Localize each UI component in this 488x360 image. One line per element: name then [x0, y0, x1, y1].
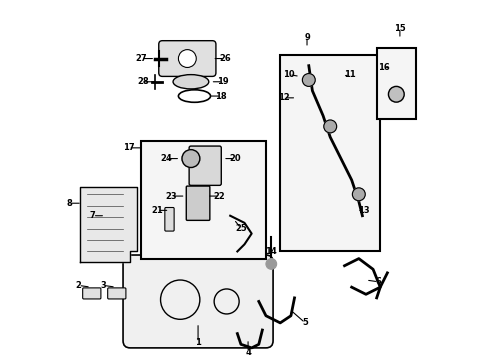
- Text: 6: 6: [375, 277, 381, 286]
- Text: 19: 19: [217, 77, 228, 86]
- Circle shape: [302, 73, 315, 86]
- FancyBboxPatch shape: [376, 48, 415, 119]
- Text: 7: 7: [90, 211, 95, 220]
- Text: 13: 13: [358, 206, 369, 215]
- Polygon shape: [80, 187, 137, 262]
- Text: 20: 20: [229, 154, 241, 163]
- FancyBboxPatch shape: [107, 288, 125, 299]
- Text: 15: 15: [393, 24, 405, 33]
- Text: 1: 1: [195, 338, 201, 347]
- Text: 22: 22: [213, 192, 225, 201]
- FancyBboxPatch shape: [123, 255, 272, 348]
- Text: 5: 5: [302, 318, 307, 327]
- Circle shape: [182, 150, 200, 167]
- Circle shape: [323, 120, 336, 133]
- FancyBboxPatch shape: [189, 146, 221, 185]
- FancyBboxPatch shape: [186, 186, 209, 220]
- Circle shape: [387, 86, 404, 102]
- Text: 16: 16: [377, 63, 389, 72]
- FancyBboxPatch shape: [82, 288, 101, 299]
- FancyBboxPatch shape: [164, 207, 174, 231]
- Text: 10: 10: [283, 70, 294, 79]
- Text: 26: 26: [219, 54, 230, 63]
- Text: 3: 3: [101, 281, 106, 290]
- Text: 9: 9: [304, 33, 309, 42]
- Text: 21: 21: [151, 206, 163, 215]
- FancyBboxPatch shape: [280, 55, 380, 251]
- Text: 4: 4: [244, 348, 250, 357]
- Text: 24: 24: [160, 154, 171, 163]
- Text: 11: 11: [343, 70, 355, 79]
- Text: 25: 25: [235, 224, 246, 233]
- Text: 17: 17: [122, 143, 134, 152]
- Text: 12: 12: [277, 93, 289, 102]
- Text: 23: 23: [165, 192, 177, 201]
- FancyBboxPatch shape: [141, 141, 265, 258]
- Circle shape: [178, 50, 196, 67]
- Ellipse shape: [173, 75, 208, 89]
- Text: 14: 14: [265, 247, 277, 256]
- Text: 18: 18: [215, 91, 226, 100]
- Text: 28: 28: [137, 77, 148, 86]
- Text: 27: 27: [135, 54, 146, 63]
- Circle shape: [352, 188, 365, 201]
- Circle shape: [265, 258, 276, 269]
- Text: 8: 8: [66, 199, 72, 208]
- Text: 2: 2: [75, 281, 81, 290]
- FancyBboxPatch shape: [159, 41, 216, 76]
